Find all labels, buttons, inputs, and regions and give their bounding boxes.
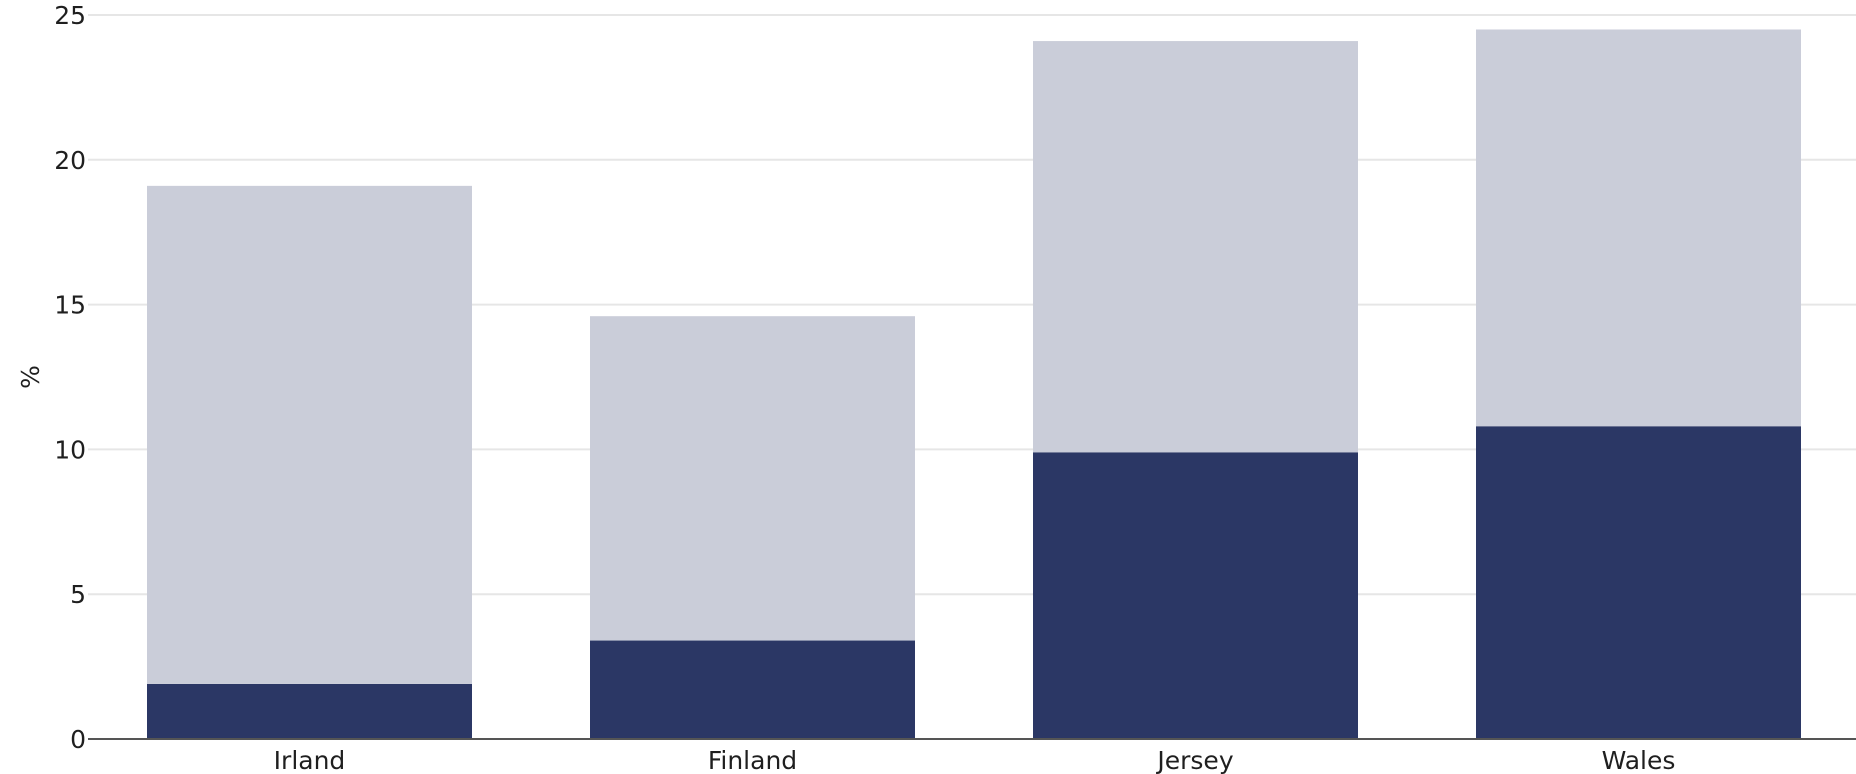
x-tick-label: Wales	[1602, 746, 1676, 774]
bar-segment-wales-2	[1476, 29, 1801, 427]
bar-segment-jersey-1	[1033, 452, 1358, 739]
bar-segment-irland-2	[147, 185, 472, 684]
bar-segment-finland-1	[590, 640, 915, 739]
y-axis-ticks: 0 5 10 15 20 25	[54, 1, 86, 754]
y-tick-label: 25	[54, 1, 86, 30]
y-axis-label: %	[16, 365, 45, 389]
y-tick-label: 10	[54, 435, 86, 464]
y-tick-label: 0	[70, 725, 86, 754]
bar-segment-wales-1	[1476, 426, 1801, 739]
x-tick-label: Jersey	[1155, 746, 1233, 774]
bar-segment-irland-1	[147, 683, 472, 739]
x-tick-label: Irland	[274, 746, 346, 774]
bar-segment-jersey-2	[1033, 41, 1358, 453]
y-tick-label: 20	[54, 146, 86, 175]
y-tick-label: 15	[54, 291, 86, 320]
y-tick-label: 5	[70, 580, 86, 609]
bars	[147, 29, 1801, 739]
x-tick-label: Finland	[708, 746, 797, 774]
bar-segment-finland-2	[590, 316, 915, 641]
x-axis-ticks: Irland Finland Jersey Wales	[274, 746, 1676, 774]
